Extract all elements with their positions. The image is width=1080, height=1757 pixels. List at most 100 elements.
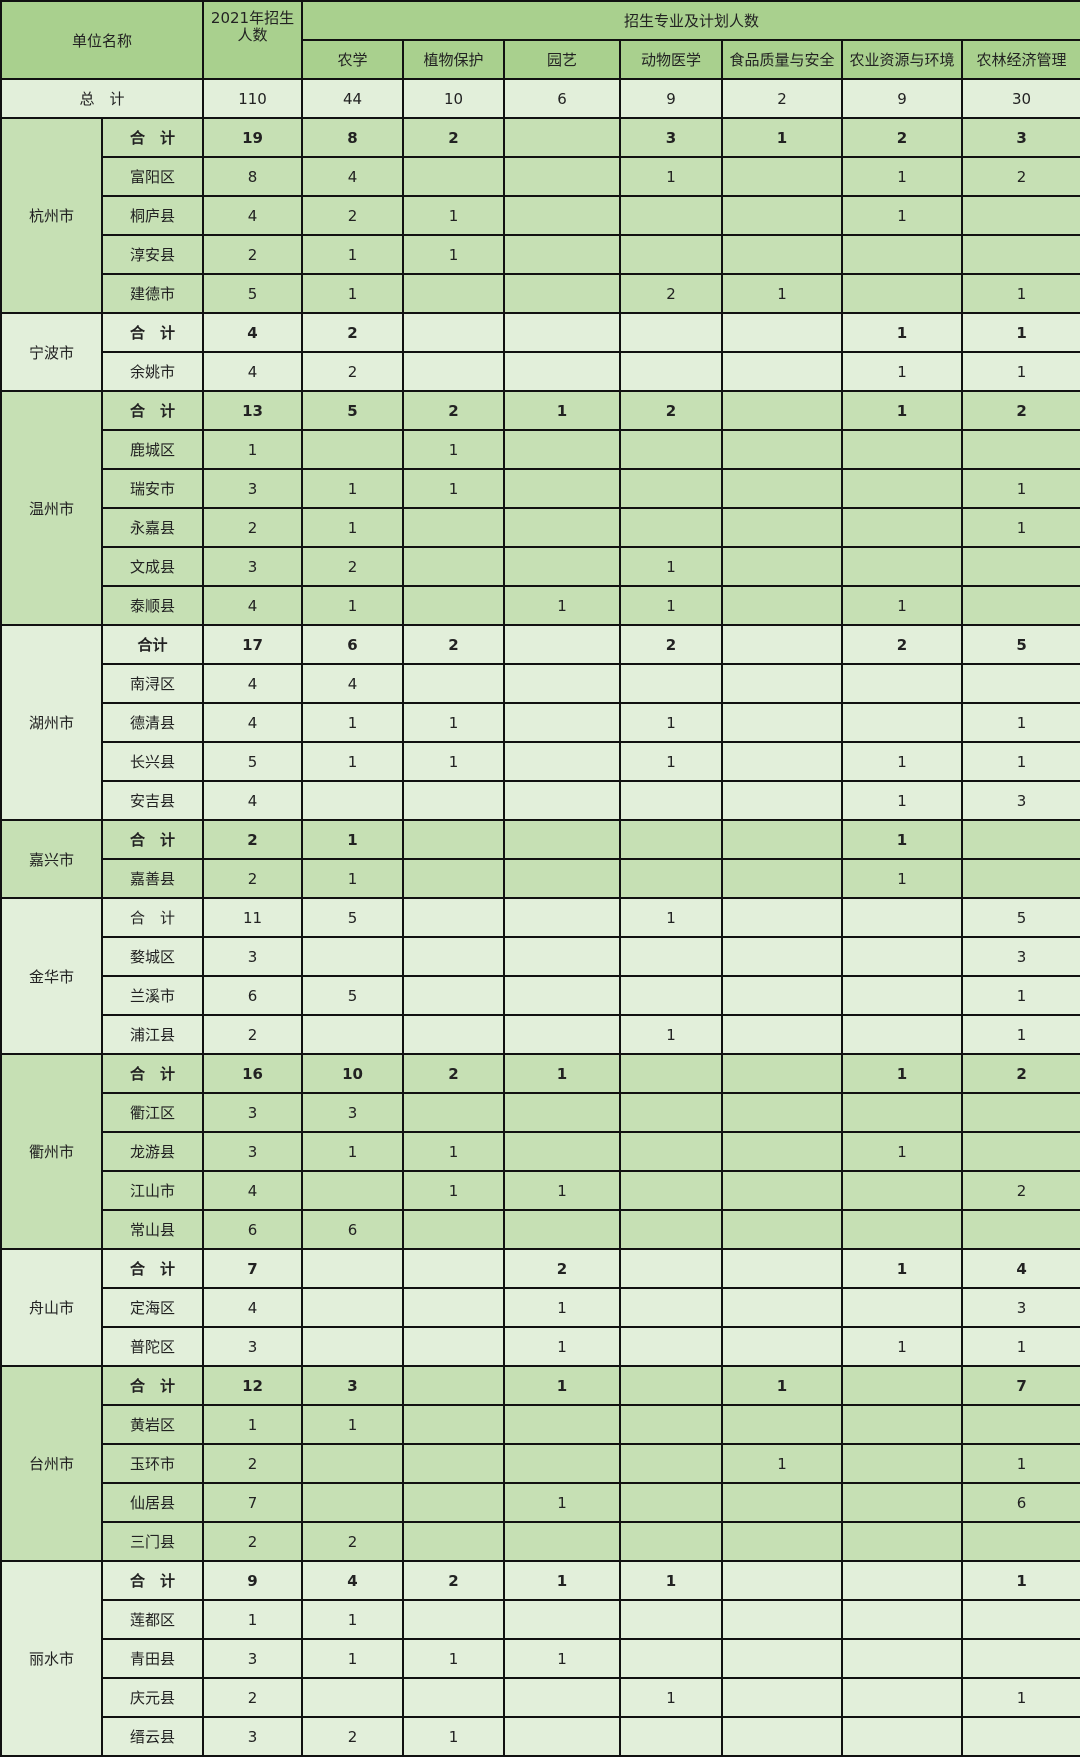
table-cell: [402, 858, 506, 899]
grand-total-cell: 6: [503, 78, 622, 119]
table-cell: [721, 1092, 844, 1133]
table-cell: [721, 1209, 844, 1250]
table-cell: 2: [402, 624, 506, 665]
table-cell: [721, 312, 844, 353]
table-cell: [841, 897, 964, 938]
table-cell: 1: [402, 468, 506, 509]
table-cell: 1: [301, 234, 405, 275]
table-cell: 4: [202, 780, 304, 821]
table-cell: [503, 624, 622, 665]
table-cell: [721, 1599, 844, 1640]
table-cell: [619, 429, 724, 470]
table-cell: [619, 1404, 724, 1445]
table-cell: 1: [619, 156, 724, 197]
table-cell: 5: [301, 390, 405, 431]
table-cell: [301, 780, 405, 821]
table-cell: 1: [402, 702, 506, 743]
table-cell: 1: [961, 507, 1080, 548]
table-cell: 1: [961, 1560, 1080, 1601]
table-cell: [402, 936, 506, 977]
city-name: 丽水市: [0, 1560, 103, 1757]
table-cell: 2: [202, 507, 304, 548]
table-cell: 1: [402, 1638, 506, 1679]
table-cell: [619, 1209, 724, 1250]
table-cell: 1: [841, 1053, 964, 1094]
table-cell: 1: [402, 429, 506, 470]
table-cell: [619, 1482, 724, 1523]
table-cell: 19: [202, 117, 304, 158]
table-row: 淳安县 2 1 1: [1, 234, 1080, 275]
table-cell: [619, 1521, 724, 1562]
table-cell: [841, 1404, 964, 1445]
table-cell: 1: [301, 741, 405, 782]
table-cell: 1: [841, 390, 964, 431]
table-cell: 1: [841, 156, 964, 197]
grand-total-cell: 30: [961, 78, 1080, 119]
city-name: 杭州市: [0, 117, 103, 314]
table-cell: 2: [301, 351, 405, 392]
table-row: 富阳区 8 4 1 1 2: [1, 156, 1080, 197]
city-subtotal-row: 台州市合 计 12 3 1 1 7: [0, 1365, 1080, 1562]
district-name: 三门县: [100, 1521, 205, 1562]
table-cell: 4: [202, 663, 304, 704]
table-cell: [402, 351, 506, 392]
table-cell: [503, 741, 622, 782]
table-cell: [503, 1404, 622, 1445]
table-cell: [503, 273, 622, 314]
table-cell: [402, 1209, 506, 1250]
table-cell: 2: [619, 390, 724, 431]
table-cell: 3: [202, 468, 304, 509]
table-cell: [721, 897, 844, 938]
table-cell: 1: [301, 585, 405, 626]
district-name: 合 计: [100, 897, 205, 938]
table-row: 兰溪市 6 5 1: [1, 975, 1080, 1016]
major-header: 农学: [301, 39, 405, 80]
table-cell: [402, 975, 506, 1016]
table-cell: 1: [402, 195, 506, 236]
table-cell: 6: [301, 1209, 405, 1250]
table-cell: [721, 1326, 844, 1367]
major-header: 农林经济管理: [961, 39, 1080, 80]
table-cell: [619, 858, 724, 899]
table-row: 浦江县 2 1 1: [1, 1014, 1080, 1055]
table-cell: 2: [961, 1053, 1080, 1094]
table-cell: 1: [301, 858, 405, 899]
table-cell: [721, 1482, 844, 1523]
table-cell: [402, 585, 506, 626]
table-cell: [961, 195, 1080, 236]
district-name: 江山市: [100, 1170, 205, 1211]
table-cell: 1: [961, 1443, 1080, 1484]
table-cell: [841, 1638, 964, 1679]
district-name: 常山县: [100, 1209, 205, 1250]
table-cell: [503, 897, 622, 938]
table-cell: 2: [402, 1560, 506, 1601]
table-cell: [503, 1716, 622, 1757]
district-name: 永嘉县: [100, 507, 205, 548]
table-cell: [841, 1014, 964, 1055]
table-cell: 2: [841, 624, 964, 665]
table-cell: 5: [961, 897, 1080, 938]
table-row: 泰顺县 4 1 1 1 1: [1, 585, 1080, 626]
table-cell: 4: [301, 156, 405, 197]
table-cell: [721, 1131, 844, 1172]
table-cell: [301, 1326, 405, 1367]
table-cell: [721, 351, 844, 392]
table-cell: [841, 1365, 964, 1406]
table-cell: [402, 507, 506, 548]
grand-total-cell: 44: [301, 78, 405, 119]
table-cell: 1: [961, 702, 1080, 743]
table-cell: [721, 468, 844, 509]
table-row: 桐庐县 4 2 1 1: [1, 195, 1080, 236]
table-cell: [721, 1716, 844, 1757]
table-cell: 2: [202, 819, 304, 860]
table-cell: [841, 1170, 964, 1211]
table-cell: 1: [841, 741, 964, 782]
table-cell: 1: [402, 1716, 506, 1757]
table-cell: [619, 1131, 724, 1172]
table-cell: [721, 819, 844, 860]
table-cell: 7: [961, 1365, 1080, 1406]
district-name: 文成县: [100, 546, 205, 587]
table-cell: 1: [721, 1443, 844, 1484]
